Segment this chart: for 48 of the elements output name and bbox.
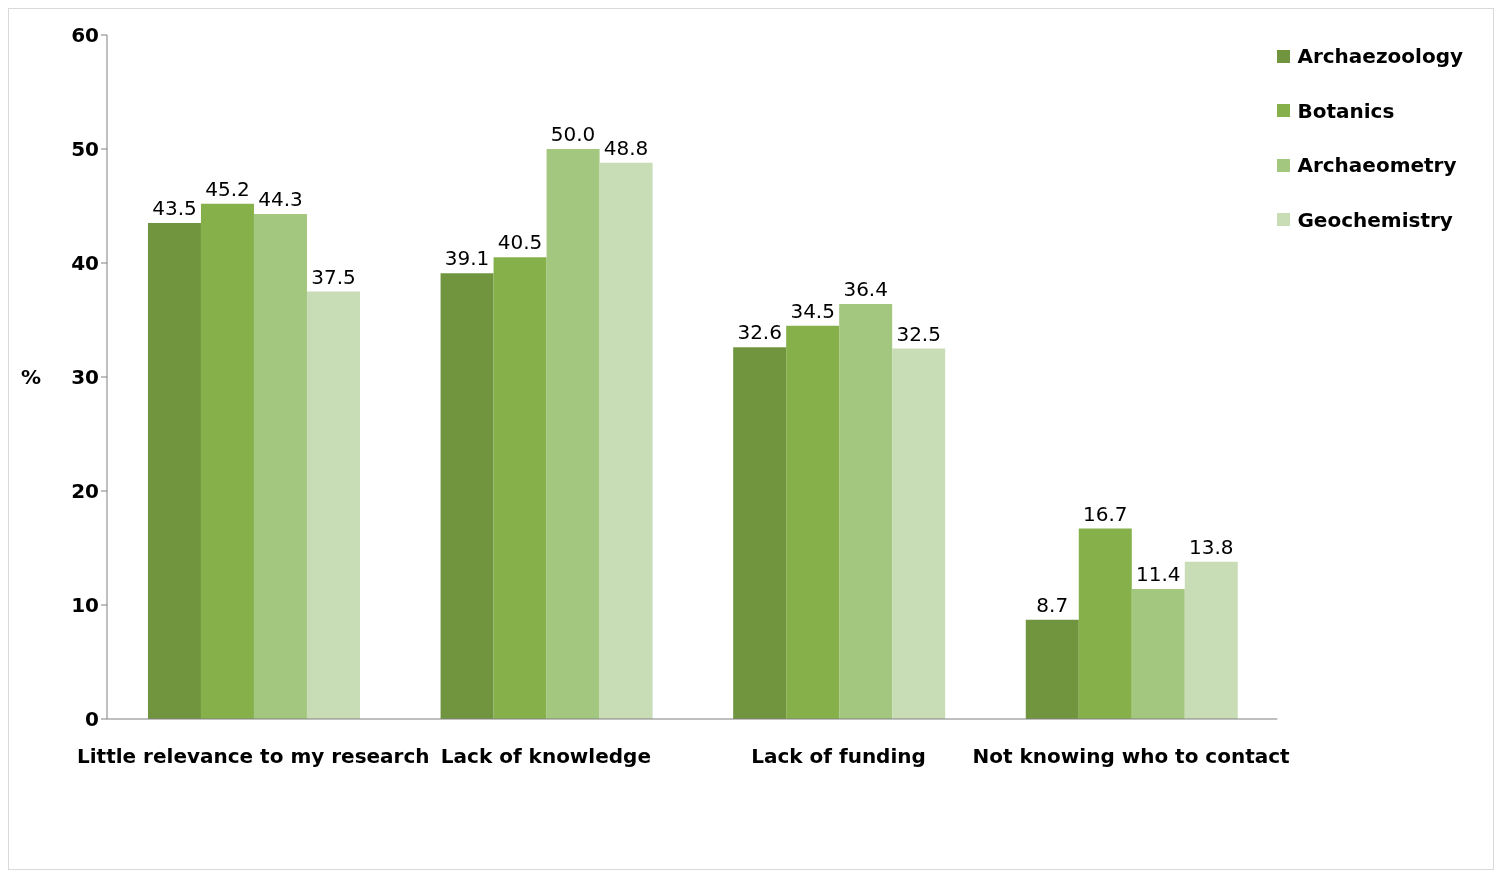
bar bbox=[1184, 561, 1238, 719]
x-tick-label: Little relevance to my research bbox=[77, 744, 430, 769]
data-label: 40.5 bbox=[497, 230, 543, 255]
y-tick-label: 30 bbox=[71, 365, 99, 390]
y-tick-label: 10 bbox=[71, 593, 99, 618]
data-label: 44.3 bbox=[258, 186, 303, 211]
x-tick-label: Lack of funding bbox=[751, 744, 926, 769]
bar bbox=[306, 291, 360, 719]
bar bbox=[1131, 589, 1185, 719]
data-label: 43.5 bbox=[152, 196, 197, 221]
data-label: 37.5 bbox=[311, 264, 356, 289]
bar bbox=[839, 304, 893, 719]
legend-label: Geochemistry bbox=[1297, 207, 1453, 232]
data-label: 45.2 bbox=[205, 176, 250, 201]
data-label: 13.8 bbox=[1189, 534, 1234, 559]
data-label: 8.7 bbox=[1036, 592, 1069, 617]
data-label: 48.8 bbox=[603, 135, 649, 160]
bar bbox=[1025, 619, 1079, 719]
data-label: 16.7 bbox=[1083, 501, 1128, 526]
data-label: 32.6 bbox=[737, 320, 782, 345]
bar bbox=[493, 257, 547, 719]
y-tick-label: 20 bbox=[71, 479, 99, 504]
y-tick-label: 60 bbox=[71, 23, 99, 48]
bar bbox=[786, 325, 840, 719]
bar bbox=[599, 162, 653, 719]
data-label: 39.1 bbox=[444, 246, 490, 271]
bar bbox=[440, 273, 494, 719]
y-tick-label: 40 bbox=[71, 251, 99, 276]
data-label: 32.5 bbox=[896, 321, 941, 346]
data-label: 11.4 bbox=[1136, 562, 1181, 587]
bar bbox=[546, 149, 600, 719]
bar bbox=[253, 213, 307, 719]
legend-label: Archaeometry bbox=[1297, 153, 1457, 178]
bar bbox=[733, 347, 787, 719]
y-tick-label: 0 bbox=[85, 707, 99, 732]
x-tick-label: Lack of knowledge bbox=[440, 744, 651, 769]
x-tick-label: Not knowing who to contact bbox=[972, 744, 1291, 769]
bar bbox=[892, 348, 946, 719]
bar bbox=[200, 203, 254, 719]
data-label: 36.4 bbox=[843, 277, 888, 302]
legend-label: Botanics bbox=[1297, 98, 1395, 123]
legend-label: Archaezoology bbox=[1297, 44, 1463, 69]
y-axis-title: % bbox=[21, 365, 42, 390]
y-tick-label: 50 bbox=[71, 137, 99, 162]
bar bbox=[1078, 528, 1132, 719]
data-label: 34.5 bbox=[790, 298, 835, 323]
data-label: 50.0 bbox=[550, 122, 596, 146]
bar bbox=[147, 223, 201, 719]
